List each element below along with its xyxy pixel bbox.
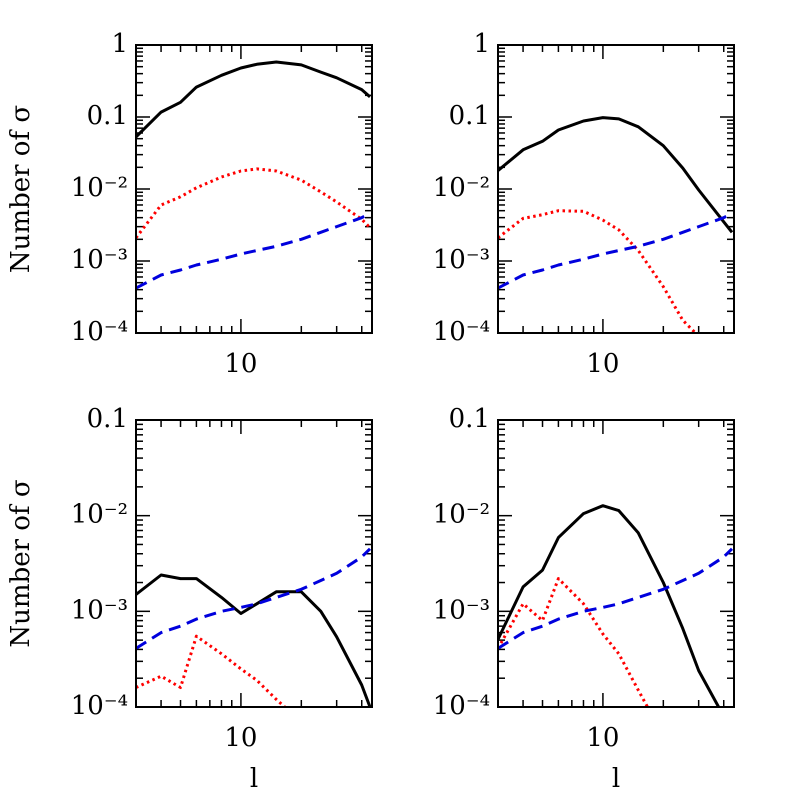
- y-tick-label: 10⁻³: [71, 245, 128, 275]
- series-line: [136, 634, 288, 707]
- y-tick-label: 0.1: [87, 101, 128, 131]
- x-tick-label: 10: [586, 723, 619, 753]
- series-line: [136, 547, 372, 650]
- y-axis-label: Number of σ: [6, 105, 36, 273]
- x-axis-label: l: [612, 764, 620, 794]
- panel: 10⁻⁴ 10⁻³ 10⁻² 0.1 10 l: [433, 404, 735, 794]
- series-line: [498, 547, 734, 650]
- panel: 10⁻⁴ 10⁻³ 10⁻² 0.1 1 10: [433, 29, 735, 379]
- x-tick-label: 10: [224, 349, 257, 379]
- y-tick-label: 10⁻³: [433, 245, 490, 275]
- x-tick-label: 10: [224, 723, 257, 753]
- y-tick-label: 0.1: [87, 404, 128, 434]
- y-tick-label: 10⁻³: [71, 595, 128, 625]
- y-tick-label: 10⁻²: [71, 500, 128, 530]
- series-line: [136, 211, 371, 290]
- y-axis-label: Number of σ: [6, 479, 36, 647]
- y-tick-label: 10⁻⁴: [433, 317, 490, 347]
- y-tick-label: 10⁻⁴: [71, 317, 128, 347]
- plot-frame: [135, 419, 373, 708]
- series-line: [136, 167, 372, 239]
- series-line: [136, 60, 371, 138]
- y-tick-label: 0.1: [449, 101, 490, 131]
- y-tick-label: 10⁻³: [433, 595, 490, 625]
- plot-frame: [497, 419, 735, 708]
- y-tick-label: 0.1: [449, 404, 490, 434]
- x-tick-label: 10: [586, 349, 619, 379]
- x-axis-label: l: [250, 764, 258, 794]
- series-line: [498, 577, 650, 707]
- y-tick-label: 10⁻⁴: [433, 691, 490, 721]
- y-tick-label: 10⁻²: [71, 173, 128, 203]
- plot-frame: [497, 44, 735, 334]
- series-line: [498, 504, 721, 707]
- panel: 10⁻⁴ 10⁻³ 10⁻² 0.1 1 10 Number of σ: [6, 29, 373, 379]
- series-line: [498, 211, 733, 290]
- y-tick-label: 10⁻²: [433, 173, 490, 203]
- y-tick-label: 1: [473, 29, 490, 59]
- series-line: [498, 209, 698, 333]
- y-tick-label: 10⁻⁴: [71, 691, 128, 721]
- panel: 10⁻⁴ 10⁻³ 10⁻² 0.1 10 Number of σ l: [6, 404, 373, 794]
- series-line: [498, 116, 734, 234]
- series-line: [136, 573, 372, 707]
- plot-frame: [135, 44, 373, 334]
- y-tick-label: 10⁻²: [433, 500, 490, 530]
- y-tick-label: 1: [111, 29, 128, 59]
